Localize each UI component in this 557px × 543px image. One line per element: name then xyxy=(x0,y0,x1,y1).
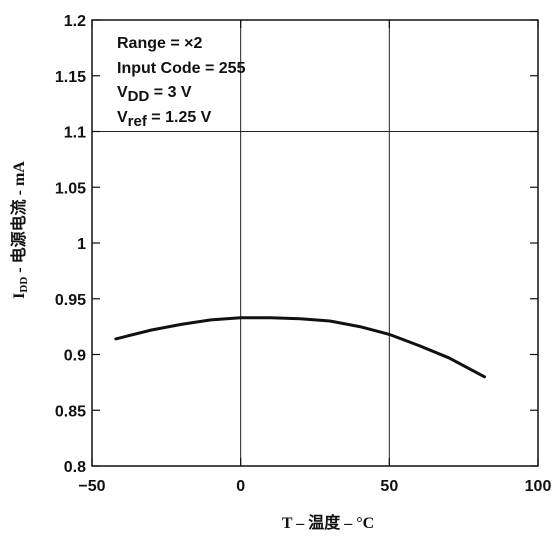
y-tick-label: 1.05 xyxy=(55,180,86,197)
annotation-text: Range = ×2 xyxy=(117,35,202,52)
y-tick-label: 1.15 xyxy=(55,69,86,86)
y-axis-label-subscript: DD xyxy=(18,277,30,293)
y-axis-label-text: - 电源电流 - mA xyxy=(9,161,28,277)
x-tick-label: −50 xyxy=(78,478,105,495)
x-axis-label: T – 温度 – °C xyxy=(282,513,374,532)
x-tick-label: 0 xyxy=(236,478,245,495)
plot-background xyxy=(92,20,538,466)
annotation-text: = 3 V xyxy=(149,84,192,101)
annotation-line: Vref = 1.25 V xyxy=(117,109,212,130)
y-axis-label-text: I xyxy=(11,293,28,299)
y-tick-label: 0.95 xyxy=(55,292,86,309)
y-axis-label: IDD - 电源电流 - mA xyxy=(9,161,30,299)
annotation-line: Input Code = 255 xyxy=(117,60,246,77)
y-tick-label: 1.2 xyxy=(64,13,86,30)
annotation-text: V xyxy=(117,109,128,126)
series-line xyxy=(114,316,486,379)
annotation-text: = 1.25 V xyxy=(147,109,212,126)
annotation-text: V xyxy=(117,84,128,101)
annotation-line: VDD = 3 V xyxy=(117,84,192,105)
y-tick-label: 0.8 xyxy=(64,459,86,476)
x-tick-label: 50 xyxy=(380,478,398,495)
y-tick-label: 0.85 xyxy=(55,403,86,420)
annotation-subscript: ref xyxy=(128,113,148,130)
annotation-text: Input Code = 255 xyxy=(117,60,246,77)
y-tick-label: 1.1 xyxy=(64,125,86,142)
y-tick-label: 1 xyxy=(77,236,86,253)
annotation-subscript: DD xyxy=(128,88,150,105)
y-tick-label: 0.9 xyxy=(64,348,86,365)
x-tick-label: 100 xyxy=(525,478,552,495)
annotation-line: Range = ×2 xyxy=(117,35,202,52)
